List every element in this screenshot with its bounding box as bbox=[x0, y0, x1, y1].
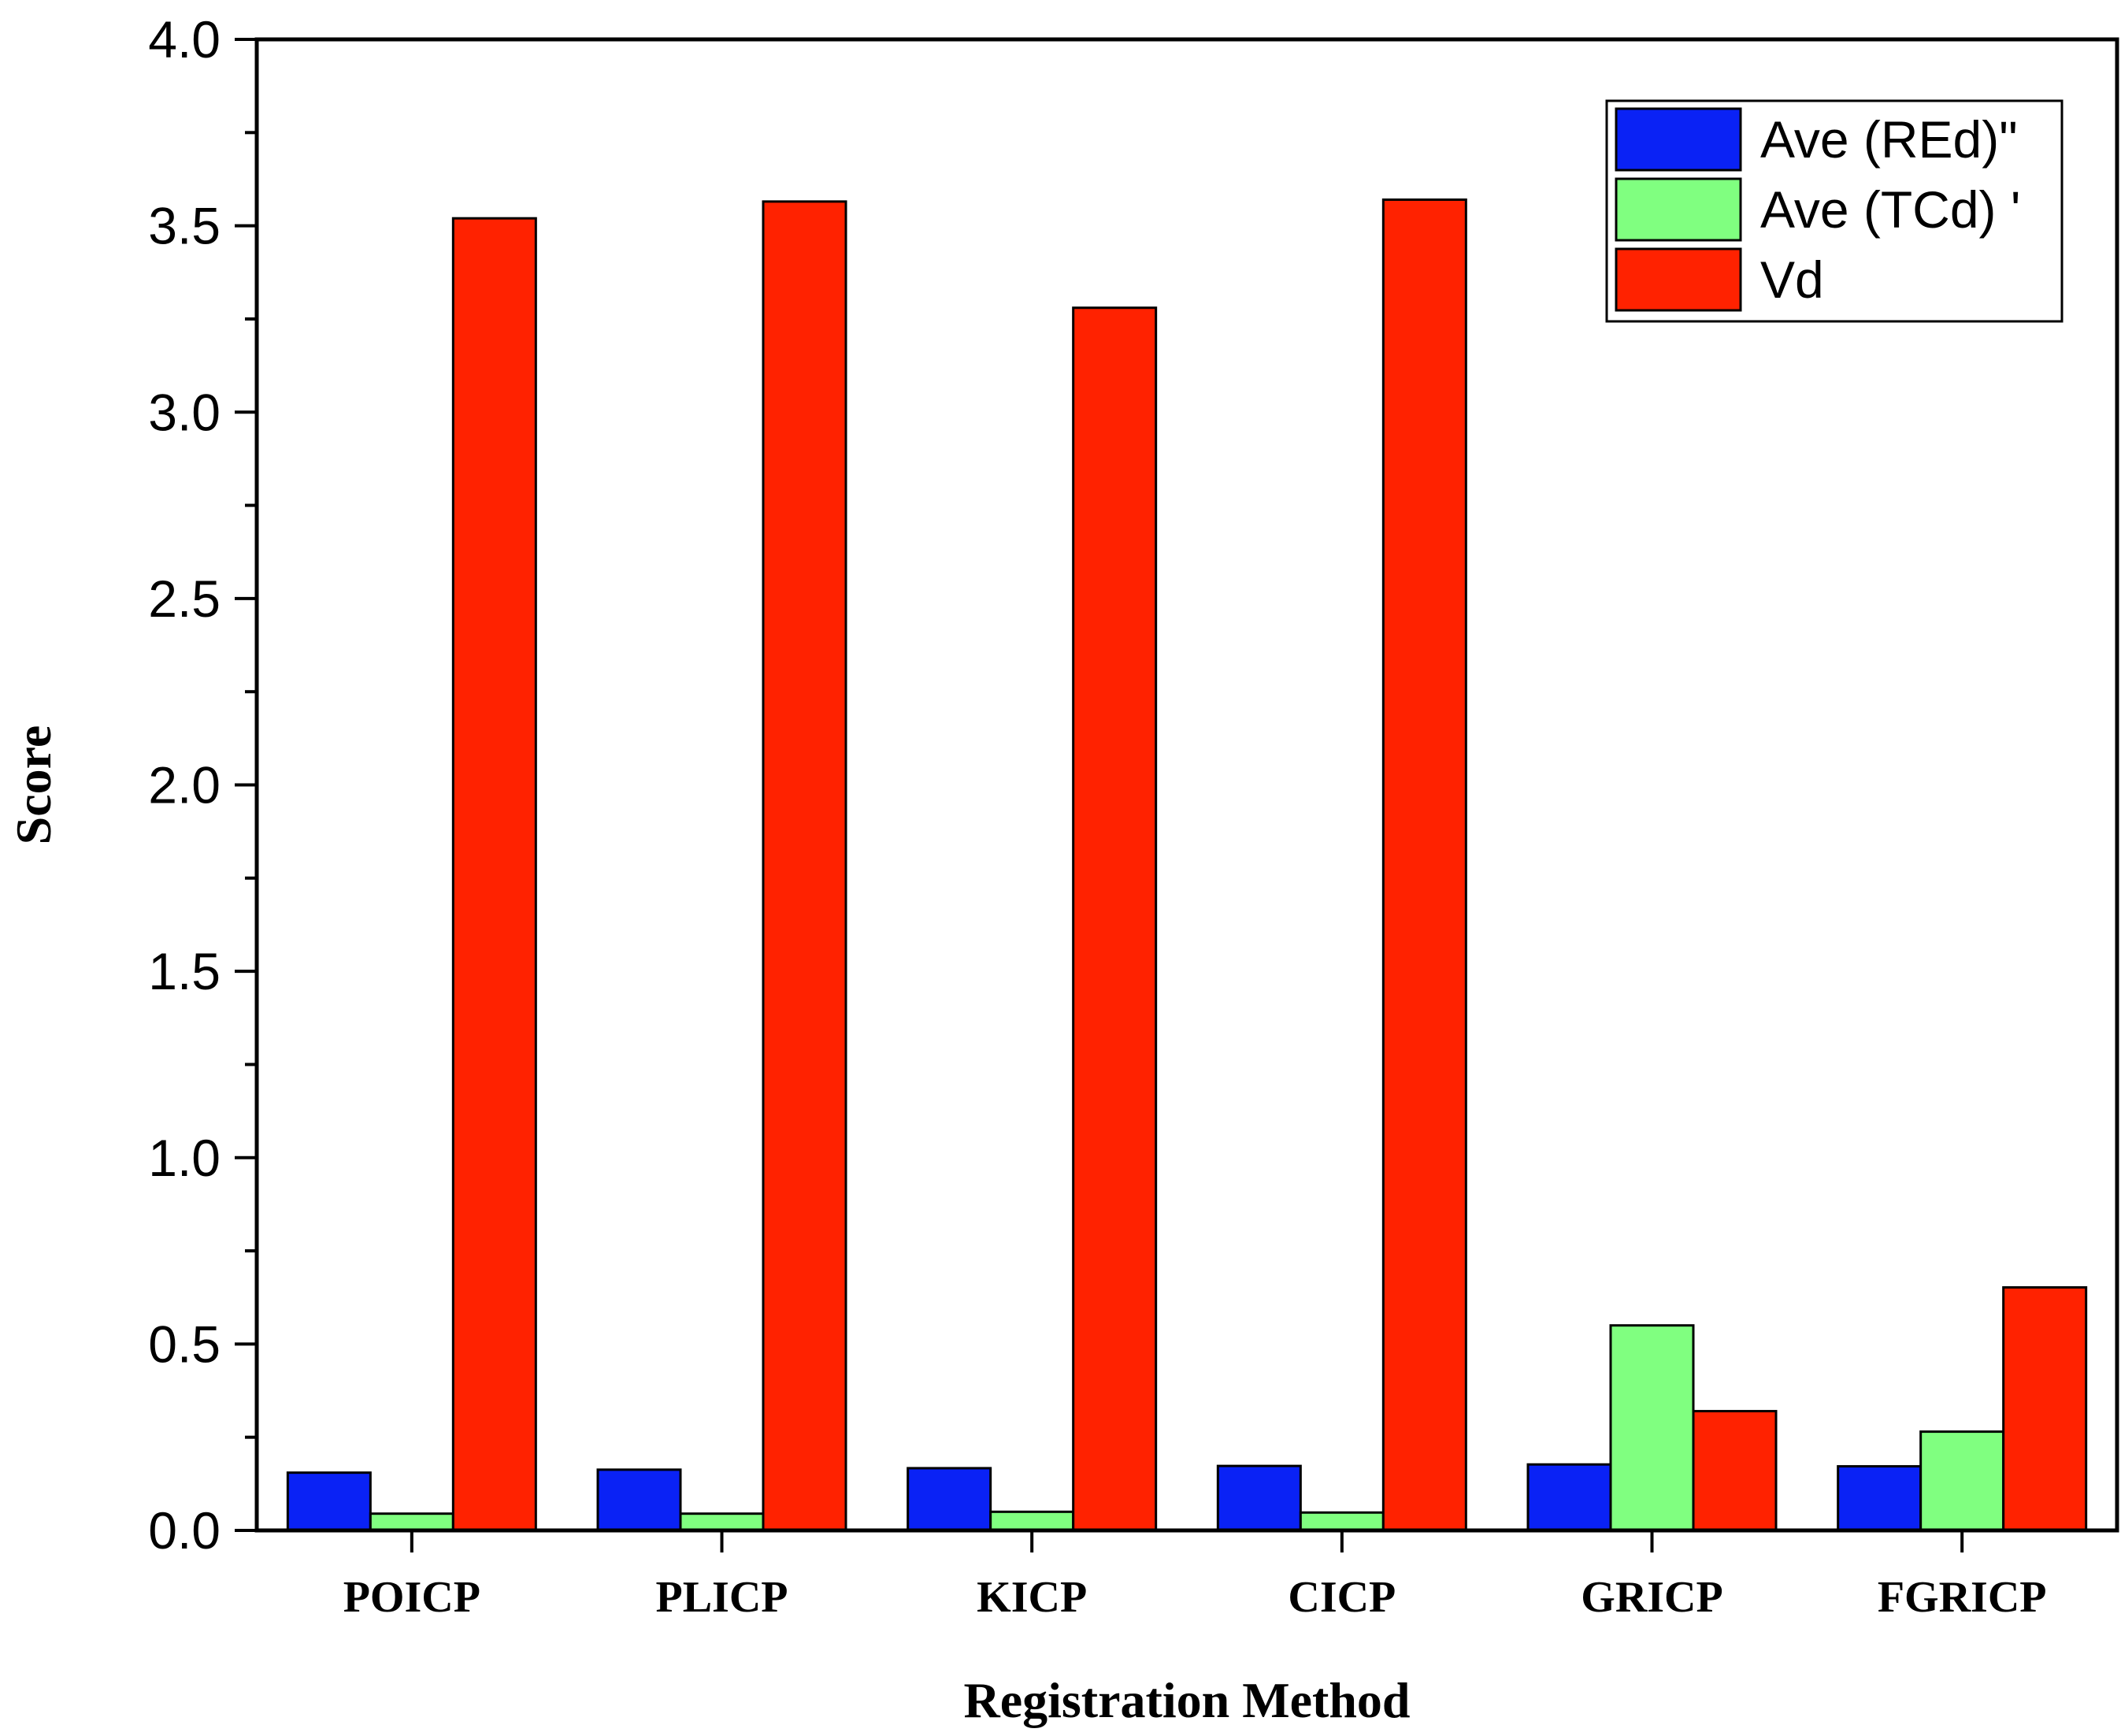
legend-swatch bbox=[1615, 107, 1742, 172]
bar-plicp-series-3 bbox=[762, 200, 847, 1532]
bar-cicp-series-2 bbox=[1299, 1511, 1385, 1532]
bar-plicp-series-1 bbox=[596, 1468, 682, 1532]
x-tick-label: FGRICP bbox=[1878, 1573, 2047, 1622]
bar-cicp-series-1 bbox=[1216, 1464, 1302, 1532]
legend: Ave (REd)" Ave (TCd) ' Vd bbox=[1605, 99, 2064, 323]
y-tick-label: 1.5 bbox=[148, 942, 221, 1000]
x-tick-label: CICP bbox=[1288, 1573, 1396, 1622]
bar-kicp-series-2 bbox=[989, 1510, 1075, 1532]
x-tick-label: PLICP bbox=[656, 1573, 788, 1622]
y-tick-label: 3.5 bbox=[148, 197, 221, 255]
x-axis: POICP PLICP KICP CICP GRICP FGRICP bbox=[343, 1530, 2047, 1622]
bar-fgricp-series-2 bbox=[1919, 1430, 2005, 1532]
legend-label: Vd bbox=[1760, 250, 1824, 309]
x-tick-label: POICP bbox=[343, 1573, 480, 1622]
bar-poicp-series-2 bbox=[369, 1512, 454, 1532]
bar-poicp-series-3 bbox=[451, 217, 537, 1532]
y-tick-label: 3.0 bbox=[148, 383, 221, 441]
bar-fgricp-series-1 bbox=[1837, 1465, 1923, 1532]
y-tick-label: 2.0 bbox=[148, 756, 221, 814]
bar-fgricp-series-3 bbox=[2002, 1285, 2088, 1532]
y-tick-label: 4.0 bbox=[148, 10, 221, 69]
y-axis: 0.0 0.5 1.0 1.5 2.0 2.5 3.0 3.5 4.0 bbox=[148, 10, 257, 1560]
bar-poicp-series-1 bbox=[286, 1471, 372, 1532]
legend-swatch bbox=[1615, 247, 1742, 312]
legend-label: Ave (REd)" bbox=[1760, 110, 2018, 169]
x-tick-label: GRICP bbox=[1581, 1573, 1722, 1622]
bar-kicp-series-1 bbox=[907, 1467, 992, 1532]
y-axis-title: Score bbox=[6, 725, 61, 845]
bar-gricp-series-2 bbox=[1609, 1324, 1695, 1532]
y-tick-label: 0.0 bbox=[148, 1501, 221, 1560]
bar-cicp-series-3 bbox=[1381, 198, 1467, 1532]
y-tick-label: 0.5 bbox=[148, 1315, 221, 1373]
bar-gricp-series-3 bbox=[1692, 1410, 1778, 1532]
bar-gricp-series-1 bbox=[1526, 1463, 1612, 1532]
bars-layer bbox=[286, 198, 2088, 1532]
legend-swatch bbox=[1615, 177, 1742, 242]
bar-plicp-series-2 bbox=[679, 1512, 765, 1532]
x-tick-label: KICP bbox=[977, 1573, 1087, 1622]
bar-kicp-series-3 bbox=[1072, 306, 1158, 1532]
x-axis-title: Registration Method bbox=[963, 1672, 1410, 1728]
legend-label: Ave (TCd) ' bbox=[1760, 180, 2020, 239]
y-tick-label: 1.0 bbox=[148, 1129, 221, 1187]
y-tick-label: 2.5 bbox=[148, 569, 221, 628]
